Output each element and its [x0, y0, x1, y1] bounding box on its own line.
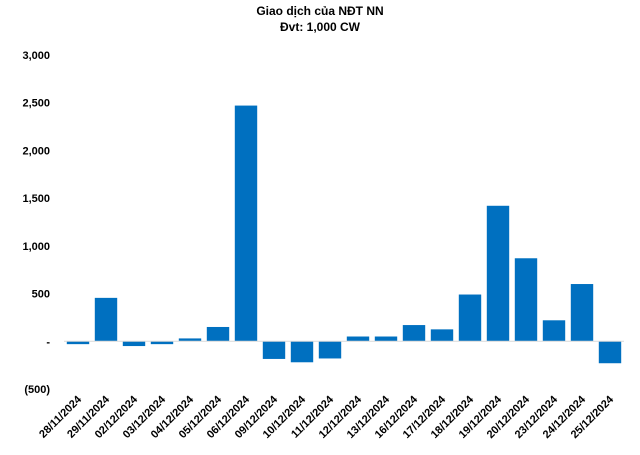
bar: [374, 336, 398, 342]
chart-title: Giao dịch của NĐT NN: [256, 4, 383, 18]
y-tick-label: 3,000: [22, 50, 50, 62]
bar: [430, 329, 454, 342]
bar: [542, 320, 566, 342]
bar: [122, 341, 146, 347]
bar: [598, 341, 622, 364]
bar: [346, 336, 370, 342]
bar: [318, 341, 342, 359]
y-tick-label: -: [46, 336, 50, 348]
bar: [514, 258, 538, 342]
bar: [486, 205, 510, 342]
y-tick-label: 2,500: [22, 98, 50, 110]
bar: [290, 341, 314, 363]
bar: [458, 294, 482, 342]
y-axis: 3,000 2,500 2,000 1,500 1,000 500 - (500): [22, 50, 50, 396]
bar: [570, 284, 594, 342]
y-tick-label: 500: [32, 289, 50, 301]
bar: [178, 338, 202, 342]
bar: [94, 297, 118, 342]
bar: [206, 326, 230, 342]
bar: [150, 341, 174, 345]
bar: [66, 341, 90, 345]
bar: [234, 105, 258, 342]
bar: [262, 341, 286, 359]
y-tick-label: 1,500: [22, 193, 50, 205]
chart-subtitle: Đvt: 1,000 CW: [280, 20, 361, 34]
y-tick-label: 2,000: [22, 145, 50, 157]
x-axis: 28/11/202429/11/202402/12/202403/12/2024…: [37, 393, 617, 441]
bar: [402, 325, 426, 342]
y-tick-label: (500): [24, 384, 50, 396]
y-tick-label: 1,000: [22, 241, 50, 253]
bar-series: [66, 105, 622, 364]
